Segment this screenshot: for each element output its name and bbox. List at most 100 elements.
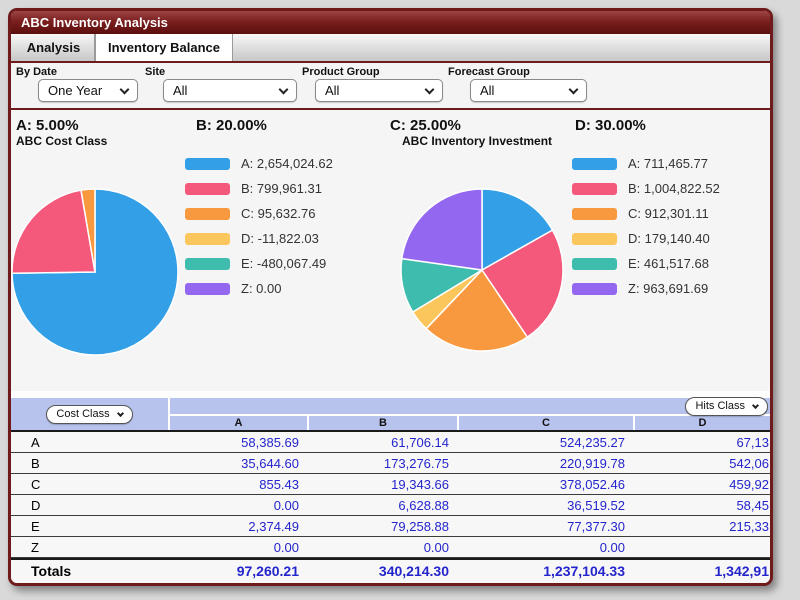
site-value: All xyxy=(173,83,187,98)
table-row-z: Z0.000.000.00 xyxy=(11,537,770,558)
table-cell: 36,519.52 xyxy=(457,498,633,513)
table-cell: 220,919.78 xyxy=(457,456,633,471)
legend-swatch-icon xyxy=(185,283,230,295)
product-group-select[interactable]: All xyxy=(315,79,443,102)
by-date-label: By Date xyxy=(16,66,57,78)
table-cell: 67,13 xyxy=(633,435,770,450)
legend-item-z: Z: 0.00 xyxy=(185,276,333,301)
legend-label: D: 179,140.40 xyxy=(628,231,710,246)
legend-label: C: 912,301.11 xyxy=(628,206,709,221)
tab-bar: Analysis Inventory Balance xyxy=(11,34,770,63)
cost-class-dropdown-value: Cost Class xyxy=(56,408,109,420)
legend-label: Z: 0.00 xyxy=(241,281,281,296)
section-divider xyxy=(11,391,770,398)
table-cell: 79,258.88 xyxy=(307,519,457,534)
table-header: Cost Class Hits Class A B C D xyxy=(11,398,770,432)
chevron-down-icon xyxy=(117,409,124,416)
legend-swatch-icon xyxy=(572,283,617,295)
chart-title-inventory-investment: ABC Inventory Investment xyxy=(402,134,552,148)
pie-slice-z[interactable] xyxy=(402,189,482,270)
legend-label: A: 2,654,024.62 xyxy=(241,156,333,171)
table-cell: 0.00 xyxy=(307,540,457,555)
legend-label: B: 1,004,822.52 xyxy=(628,181,720,196)
table-cell: 58,45 xyxy=(633,498,770,513)
row-label: D xyxy=(11,498,170,513)
row-label: A xyxy=(11,435,170,450)
chart-title-cost-class: ABC Cost Class xyxy=(16,134,107,148)
column-header-c: C xyxy=(457,416,633,430)
legend-swatch-icon xyxy=(185,258,230,270)
legend-swatch-icon xyxy=(185,208,230,220)
table-cell: 173,276.75 xyxy=(307,456,457,471)
product-group-value: All xyxy=(325,83,339,98)
class-percent-d: D: 30.00% xyxy=(575,117,646,134)
forecast-group-select[interactable]: All xyxy=(470,79,587,102)
hits-class-dropdown-value: Hits Class xyxy=(695,400,745,412)
legend-swatch-icon xyxy=(572,258,617,270)
table-row-e: E2,374.4979,258.8877,377.30215,33 xyxy=(11,516,770,537)
chevron-down-icon xyxy=(120,84,130,94)
hits-class-dropdown[interactable]: Hits Class xyxy=(685,397,768,416)
column-header-b: B xyxy=(307,416,457,430)
table-cell: 97,260.21 xyxy=(170,563,307,579)
row-label: E xyxy=(11,519,170,534)
legend-label: C: 95,632.76 xyxy=(241,206,315,221)
legend-item-b: B: 1,004,822.52 xyxy=(572,176,720,201)
table-cell: 855.43 xyxy=(170,477,307,492)
table-column-headers: A B C D xyxy=(170,416,770,430)
table-cell: 58,385.69 xyxy=(170,435,307,450)
cost-class-dropdown[interactable]: Cost Class xyxy=(46,405,132,424)
table-cell: 1,342,91 xyxy=(633,563,770,579)
table-cell: 459,92 xyxy=(633,477,770,492)
class-percent-c: C: 25.00% xyxy=(390,117,461,134)
table-cell: 6,628.88 xyxy=(307,498,457,513)
forecast-group-value: All xyxy=(480,83,494,98)
product-group-label: Product Group xyxy=(302,66,380,78)
table-cell: 0.00 xyxy=(457,540,633,555)
table-row-c: C855.4319,343.66378,052.46459,92 xyxy=(11,474,770,495)
pie-chart-cost-class xyxy=(10,187,180,357)
window-titlebar: ABC Inventory Analysis xyxy=(11,11,770,34)
legend-swatch-icon xyxy=(572,158,617,170)
legend-label: A: 711,465.77 xyxy=(628,156,708,171)
filter-bar: By Date One Year Site All Product Group … xyxy=(11,63,770,110)
tab-analysis[interactable]: Analysis xyxy=(13,34,95,61)
table-row-b: B35,644.60173,276.75220,919.78542,06 xyxy=(11,453,770,474)
table-cell: 77,377.30 xyxy=(457,519,633,534)
tab-inventory-balance[interactable]: Inventory Balance xyxy=(95,34,233,61)
by-date-select[interactable]: One Year xyxy=(38,79,138,102)
legend-swatch-icon xyxy=(572,233,617,245)
forecast-group-label: Forecast Group xyxy=(448,66,530,78)
legend-item-d: D: -11,822.03 xyxy=(185,226,333,251)
legend-item-z: Z: 963,691.69 xyxy=(572,276,720,301)
table-row-a: A58,385.6961,706.14524,235.2767,13 xyxy=(11,432,770,453)
row-label: Totals xyxy=(11,563,170,579)
tab-inventory-balance-label: Inventory Balance xyxy=(108,40,220,55)
table-cell: 524,235.27 xyxy=(457,435,633,450)
table-header-top-band: Hits Class xyxy=(170,398,770,416)
chevron-down-icon xyxy=(279,84,289,94)
legend-item-a: A: 711,465.77 xyxy=(572,151,720,176)
chevron-down-icon xyxy=(752,401,759,408)
legend-swatch-icon xyxy=(185,233,230,245)
legend-label: E: -480,067.49 xyxy=(241,256,326,271)
table-cell: 35,644.60 xyxy=(170,456,307,471)
window-title: ABC Inventory Analysis xyxy=(21,15,168,30)
legend-item-c: C: 95,632.76 xyxy=(185,201,333,226)
legend-label: D: -11,822.03 xyxy=(241,231,319,246)
legend-swatch-icon xyxy=(572,183,617,195)
legend-cost-class: A: 2,654,024.62B: 799,961.31C: 95,632.76… xyxy=(185,151,333,301)
class-percent-b: B: 20.00% xyxy=(196,117,267,134)
row-label: B xyxy=(11,456,170,471)
chart-area: A: 5.00% B: 20.00% C: 25.00% D: 30.00% A… xyxy=(11,110,770,391)
chevron-down-icon xyxy=(569,84,579,94)
legend-swatch-icon xyxy=(185,183,230,195)
table-cell: 378,052.46 xyxy=(457,477,633,492)
site-select[interactable]: All xyxy=(163,79,297,102)
table-cell: 340,214.30 xyxy=(307,563,457,579)
legend-item-e: E: 461,517.68 xyxy=(572,251,720,276)
tab-analysis-label: Analysis xyxy=(27,40,80,55)
column-header-d: D xyxy=(633,416,770,430)
legend-swatch-icon xyxy=(185,158,230,170)
pie-chart-inventory-investment xyxy=(397,185,567,355)
